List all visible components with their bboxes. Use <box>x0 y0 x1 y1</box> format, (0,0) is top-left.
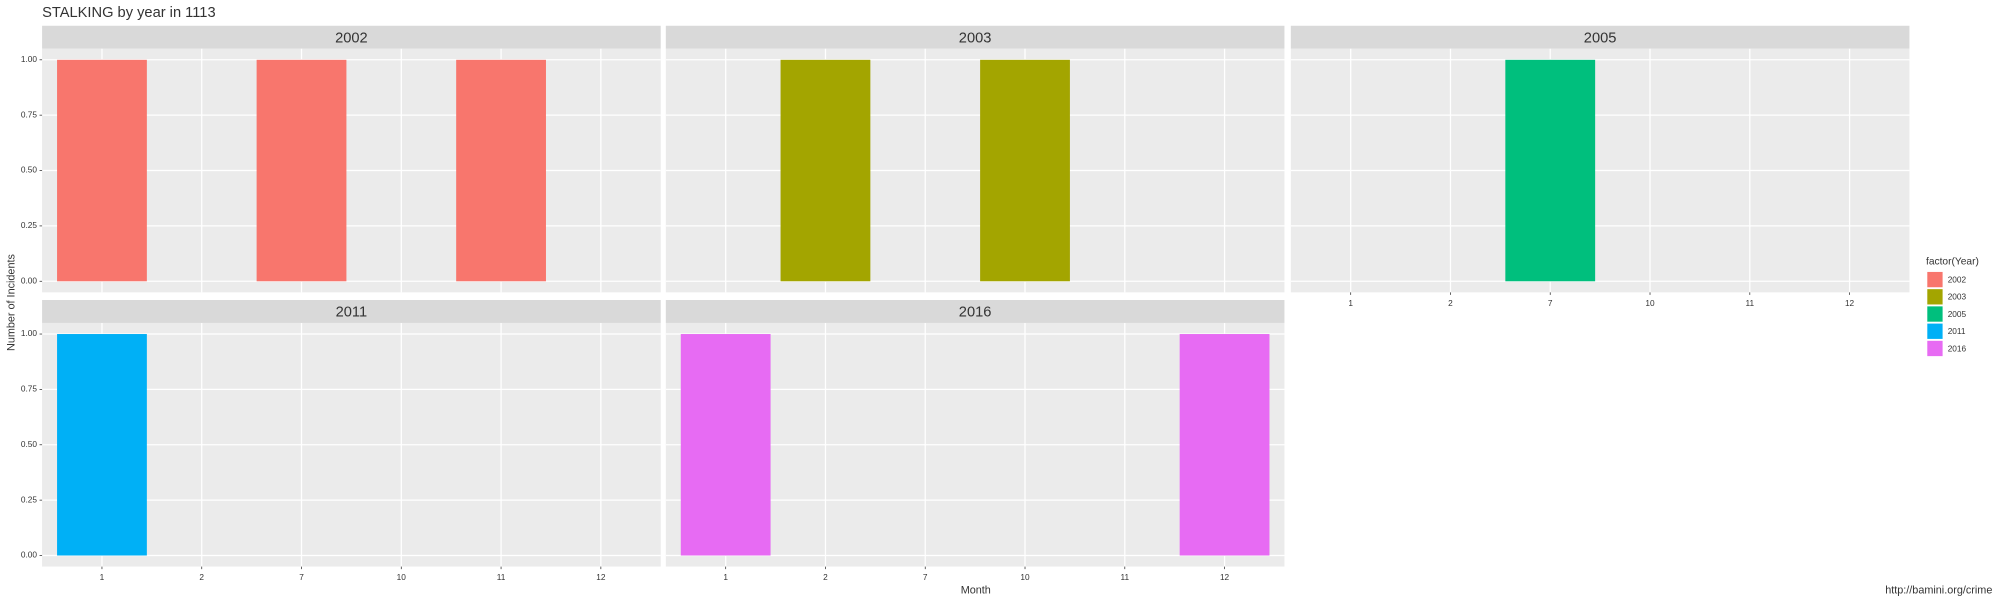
bar <box>1179 334 1270 556</box>
x-tick-label: 10 <box>1020 572 1030 582</box>
x-tick-label: 1 <box>1348 298 1353 308</box>
y-tick-label: 0.00 <box>21 275 38 285</box>
y-tick-label: 0.00 <box>21 550 38 560</box>
legend-label: 2003 <box>1948 292 1967 302</box>
x-tick-label: 2 <box>823 572 828 582</box>
x-tick-label: 11 <box>1120 572 1129 582</box>
strip <box>665 25 1285 49</box>
y-tick-label: 0.75 <box>21 384 38 394</box>
x-tick-label: 12 <box>1220 572 1230 582</box>
strip-label: 2016 <box>959 305 992 321</box>
y-tick-label: 1.00 <box>21 54 38 64</box>
strip <box>42 300 661 323</box>
x-tick-label: 1 <box>100 572 105 582</box>
legend-key <box>1927 271 1943 288</box>
x-tick-label: 7 <box>923 572 928 582</box>
x-tick-label: 12 <box>1845 298 1855 308</box>
bar <box>456 59 546 282</box>
x-tick-label: 2 <box>199 572 204 582</box>
strip <box>665 300 1285 323</box>
x-tick-label: 11 <box>497 572 506 582</box>
legend-key <box>1927 340 1943 357</box>
legend-title: factor(Year) <box>1926 256 1979 267</box>
strip-label: 2005 <box>1584 30 1617 46</box>
strip-label: 2002 <box>335 30 368 46</box>
y-tick-label: 0.25 <box>21 494 38 504</box>
y-tick-label: 0.50 <box>21 439 38 449</box>
x-tick-label: 10 <box>1645 298 1655 308</box>
legend-key <box>1927 289 1943 305</box>
x-tick-label: 10 <box>397 572 407 582</box>
y-tick-label: 0.50 <box>21 165 38 175</box>
x-axis-title: Month <box>961 585 991 597</box>
y-axis-title: Number of Incidents <box>5 254 17 351</box>
legend-key <box>1927 306 1943 322</box>
bar <box>980 59 1070 282</box>
strip <box>42 25 661 49</box>
strip <box>1290 25 1910 49</box>
legend-label: 2011 <box>1948 326 1966 336</box>
y-tick-label: 0.25 <box>21 220 38 230</box>
y-tick-label: 1.00 <box>21 328 38 338</box>
x-tick-label: 1 <box>723 572 728 582</box>
strip-label: 2003 <box>959 30 992 46</box>
caption: http://bamini.org/crime <box>1885 585 1992 597</box>
bar <box>57 59 147 282</box>
x-tick-label: 12 <box>596 572 606 582</box>
legend-label: 2002 <box>1948 274 1967 284</box>
x-tick-label: 2 <box>1448 298 1453 308</box>
legend-key <box>1927 323 1943 339</box>
legend-label: 2005 <box>1948 309 1967 319</box>
bar <box>1505 59 1596 282</box>
x-tick-label: 11 <box>1745 298 1754 308</box>
bar <box>780 59 871 282</box>
x-tick-label: 7 <box>1548 298 1553 308</box>
chart-title: STALKING by year in 1113 <box>42 5 216 21</box>
bar <box>57 334 147 556</box>
bar <box>256 59 347 282</box>
strip-label: 2011 <box>336 305 368 321</box>
legend-label: 2016 <box>1948 343 1967 353</box>
y-tick-label: 0.75 <box>21 109 38 119</box>
x-tick-label: 7 <box>299 572 304 582</box>
bar <box>680 334 771 556</box>
